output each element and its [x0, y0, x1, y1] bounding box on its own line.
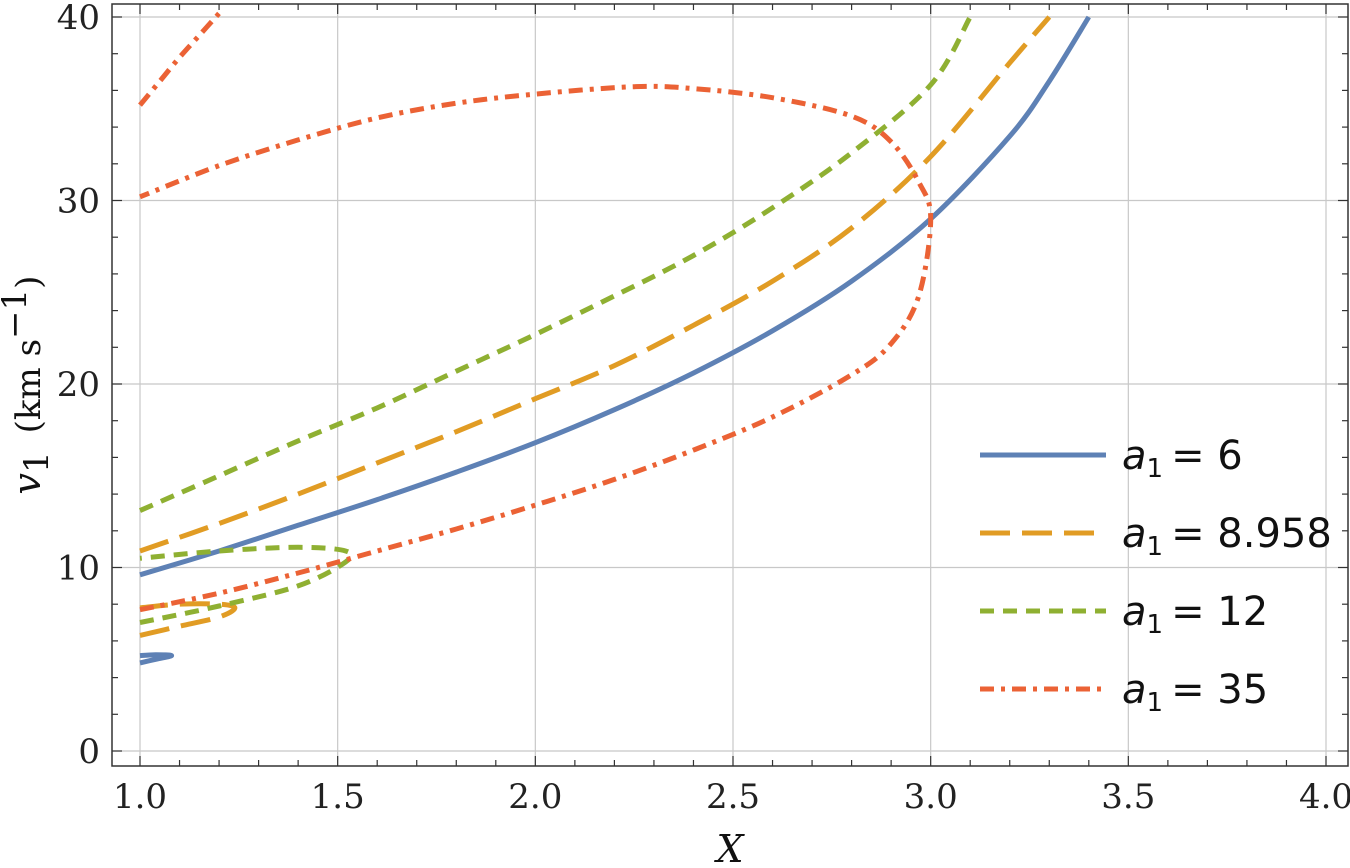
series-4	[138, 11, 934, 613]
legend-label: a1 = 12	[1122, 589, 1268, 640]
legend: a1 = 6 a1 = 8.958 a1 = 12 a1 = 35	[980, 433, 1332, 718]
x-tick-label: 1.0	[113, 777, 167, 817]
series-line	[138, 15, 973, 513]
series-line	[138, 11, 221, 107]
x-tick-label: 3.0	[904, 777, 958, 817]
series-line	[139, 652, 175, 666]
legend-label: a1 = 6	[1122, 433, 1243, 484]
x-tick-label: 2.5	[706, 777, 760, 817]
x-tick-label: 3.5	[1101, 777, 1155, 817]
series-line	[139, 83, 934, 613]
series-2	[139, 15, 1052, 638]
y-tick-label: 20	[57, 365, 100, 405]
y-tick-labels: 0 10 20 30 40	[57, 0, 100, 772]
legend-label: a1 = 35	[1122, 667, 1268, 718]
x-tick-labels: 1.0 1.5 2.0 2.5 3.0 3.5 4.0	[113, 777, 1350, 817]
x-tick-label: 4.0	[1299, 777, 1350, 817]
y-tick-label: 40	[57, 0, 100, 38]
x-axis-title: X	[713, 827, 745, 868]
x-tick-label: 2.0	[508, 777, 562, 817]
y-tick-label: 30	[57, 182, 100, 222]
y-axis-title: v1(km s−1)	[0, 276, 57, 495]
legend-label: a1 = 8.958	[1122, 511, 1332, 562]
axis-ticks	[112, 4, 1348, 766]
x-tick-label: 1.5	[311, 777, 365, 817]
y-tick-label: 10	[57, 549, 100, 589]
series-1	[139, 15, 1091, 666]
grid	[112, 4, 1348, 766]
series-3	[138, 15, 973, 625]
y-tick-label: 0	[78, 732, 100, 772]
series-line	[139, 15, 1091, 578]
plot-frame	[111, 3, 1349, 767]
series-line	[139, 544, 354, 625]
series	[138, 11, 1091, 666]
series-line	[139, 601, 238, 638]
series-line	[139, 15, 1052, 554]
